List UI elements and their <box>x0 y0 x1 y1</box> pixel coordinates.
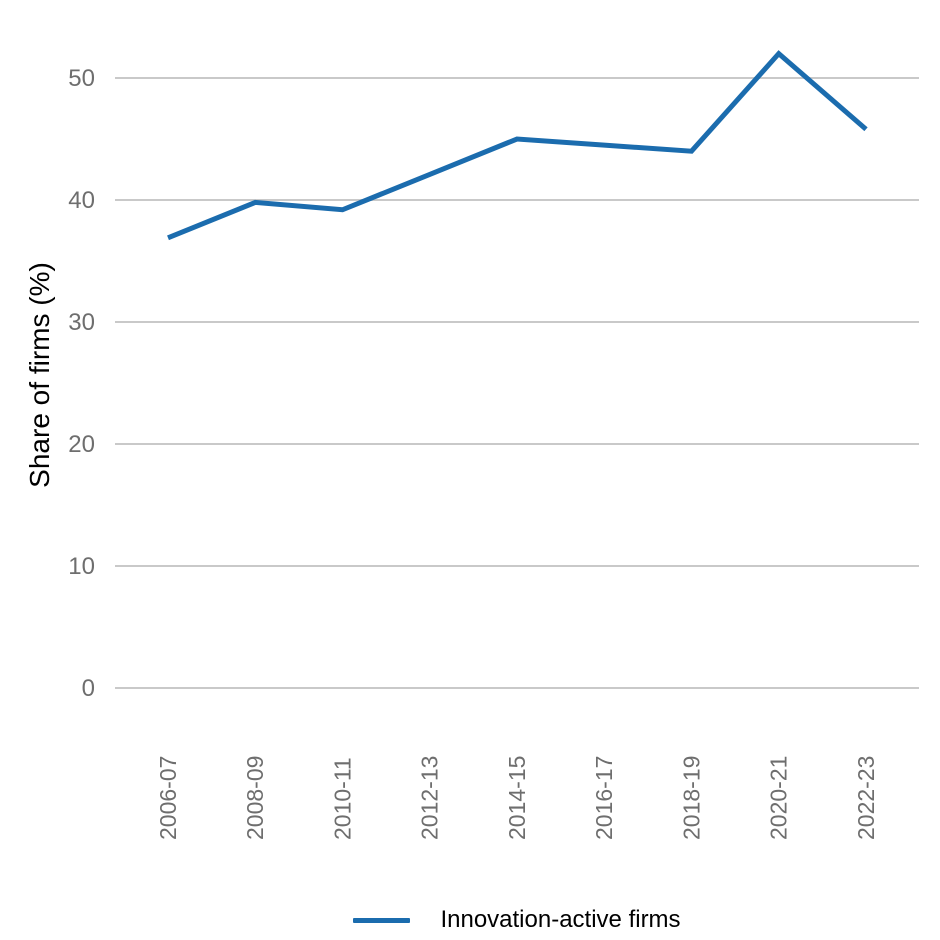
y-tick-label-50: 50 <box>68 65 95 92</box>
legend-label: Innovation-active firms <box>440 906 681 933</box>
x-tick-label-2016-17: 2016-17 <box>591 756 617 840</box>
x-tick-label-2018-19: 2018-19 <box>678 756 704 840</box>
legend: Innovation-active firms <box>115 905 919 935</box>
x-tick-label-2012-13: 2012-13 <box>417 756 443 840</box>
x-tick-label-2006-07: 2006-07 <box>155 756 181 840</box>
x-tick-label-2022-23: 2022-23 <box>853 756 879 840</box>
x-tick-label-2008-09: 2008-09 <box>242 756 268 840</box>
x-tick-label-2020-21: 2020-21 <box>766 756 792 840</box>
y-axis-title: Share of firms (%) <box>24 262 55 488</box>
x-tick-label-2014-15: 2014-15 <box>504 756 530 840</box>
x-tick-label-2010-11: 2010-11 <box>329 757 355 840</box>
y-tick-label-0: 0 <box>82 675 95 702</box>
y-tick-label-10: 10 <box>68 553 95 580</box>
y-tick-label-20: 20 <box>68 431 95 458</box>
y-tick-label-40: 40 <box>68 187 95 214</box>
y-tick-label-30: 30 <box>68 309 95 336</box>
legend-line-swatch <box>353 917 411 923</box>
series-line-innovation-active-firms <box>167 50 868 241</box>
